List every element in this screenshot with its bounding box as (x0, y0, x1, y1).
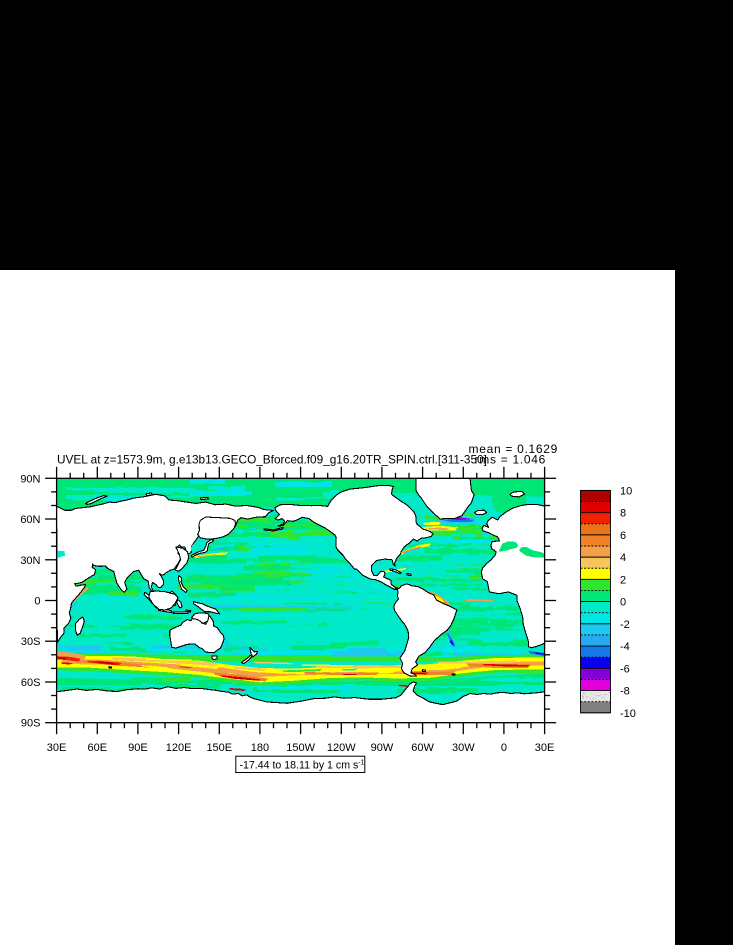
svg-text:-17.44 to 18.11 by 1 cm s-1: -17.44 to 18.11 by 1 cm s-1 (240, 759, 365, 771)
svg-text:0: 0 (501, 742, 507, 754)
svg-text:-4: -4 (620, 641, 630, 653)
svg-text:30N: 30N (20, 555, 40, 567)
svg-text:30E: 30E (535, 742, 555, 754)
svg-text:90S: 90S (21, 718, 41, 730)
svg-text:-6: -6 (620, 663, 630, 675)
svg-text:90N: 90N (20, 473, 40, 485)
svg-text:150W: 150W (286, 742, 315, 754)
svg-text:180: 180 (251, 742, 269, 754)
svg-text:-8: -8 (620, 686, 630, 698)
svg-text:8: 8 (620, 508, 626, 520)
svg-text:60S: 60S (21, 677, 41, 689)
svg-text:60N: 60N (20, 514, 40, 526)
svg-text:-2: -2 (620, 619, 630, 631)
svg-text:30S: 30S (21, 636, 41, 648)
svg-text:UVEL at z=1573.9m, g.e13b13.GE: UVEL at z=1573.9m, g.e13b13.GECO_Bforced… (57, 453, 487, 467)
svg-text:-10: -10 (620, 708, 636, 720)
svg-text:2: 2 (620, 574, 626, 586)
svg-text:rms = 1.046: rms = 1.046 (475, 453, 546, 467)
svg-text:6: 6 (620, 530, 626, 542)
svg-text:150E: 150E (206, 742, 232, 754)
svg-text:30E: 30E (47, 742, 67, 754)
svg-text:10: 10 (620, 485, 632, 497)
svg-text:30W: 30W (452, 742, 475, 754)
svg-text:60W: 60W (411, 742, 434, 754)
svg-text:0: 0 (34, 596, 40, 608)
svg-text:120E: 120E (166, 742, 192, 754)
svg-text:mean = 0.1629: mean = 0.1629 (469, 442, 559, 456)
svg-text:0: 0 (620, 597, 626, 609)
svg-text:4: 4 (620, 552, 626, 564)
svg-text:120W: 120W (327, 742, 356, 754)
svg-text:60E: 60E (88, 742, 108, 754)
svg-text:90E: 90E (128, 742, 148, 754)
svg-text:90W: 90W (371, 742, 394, 754)
